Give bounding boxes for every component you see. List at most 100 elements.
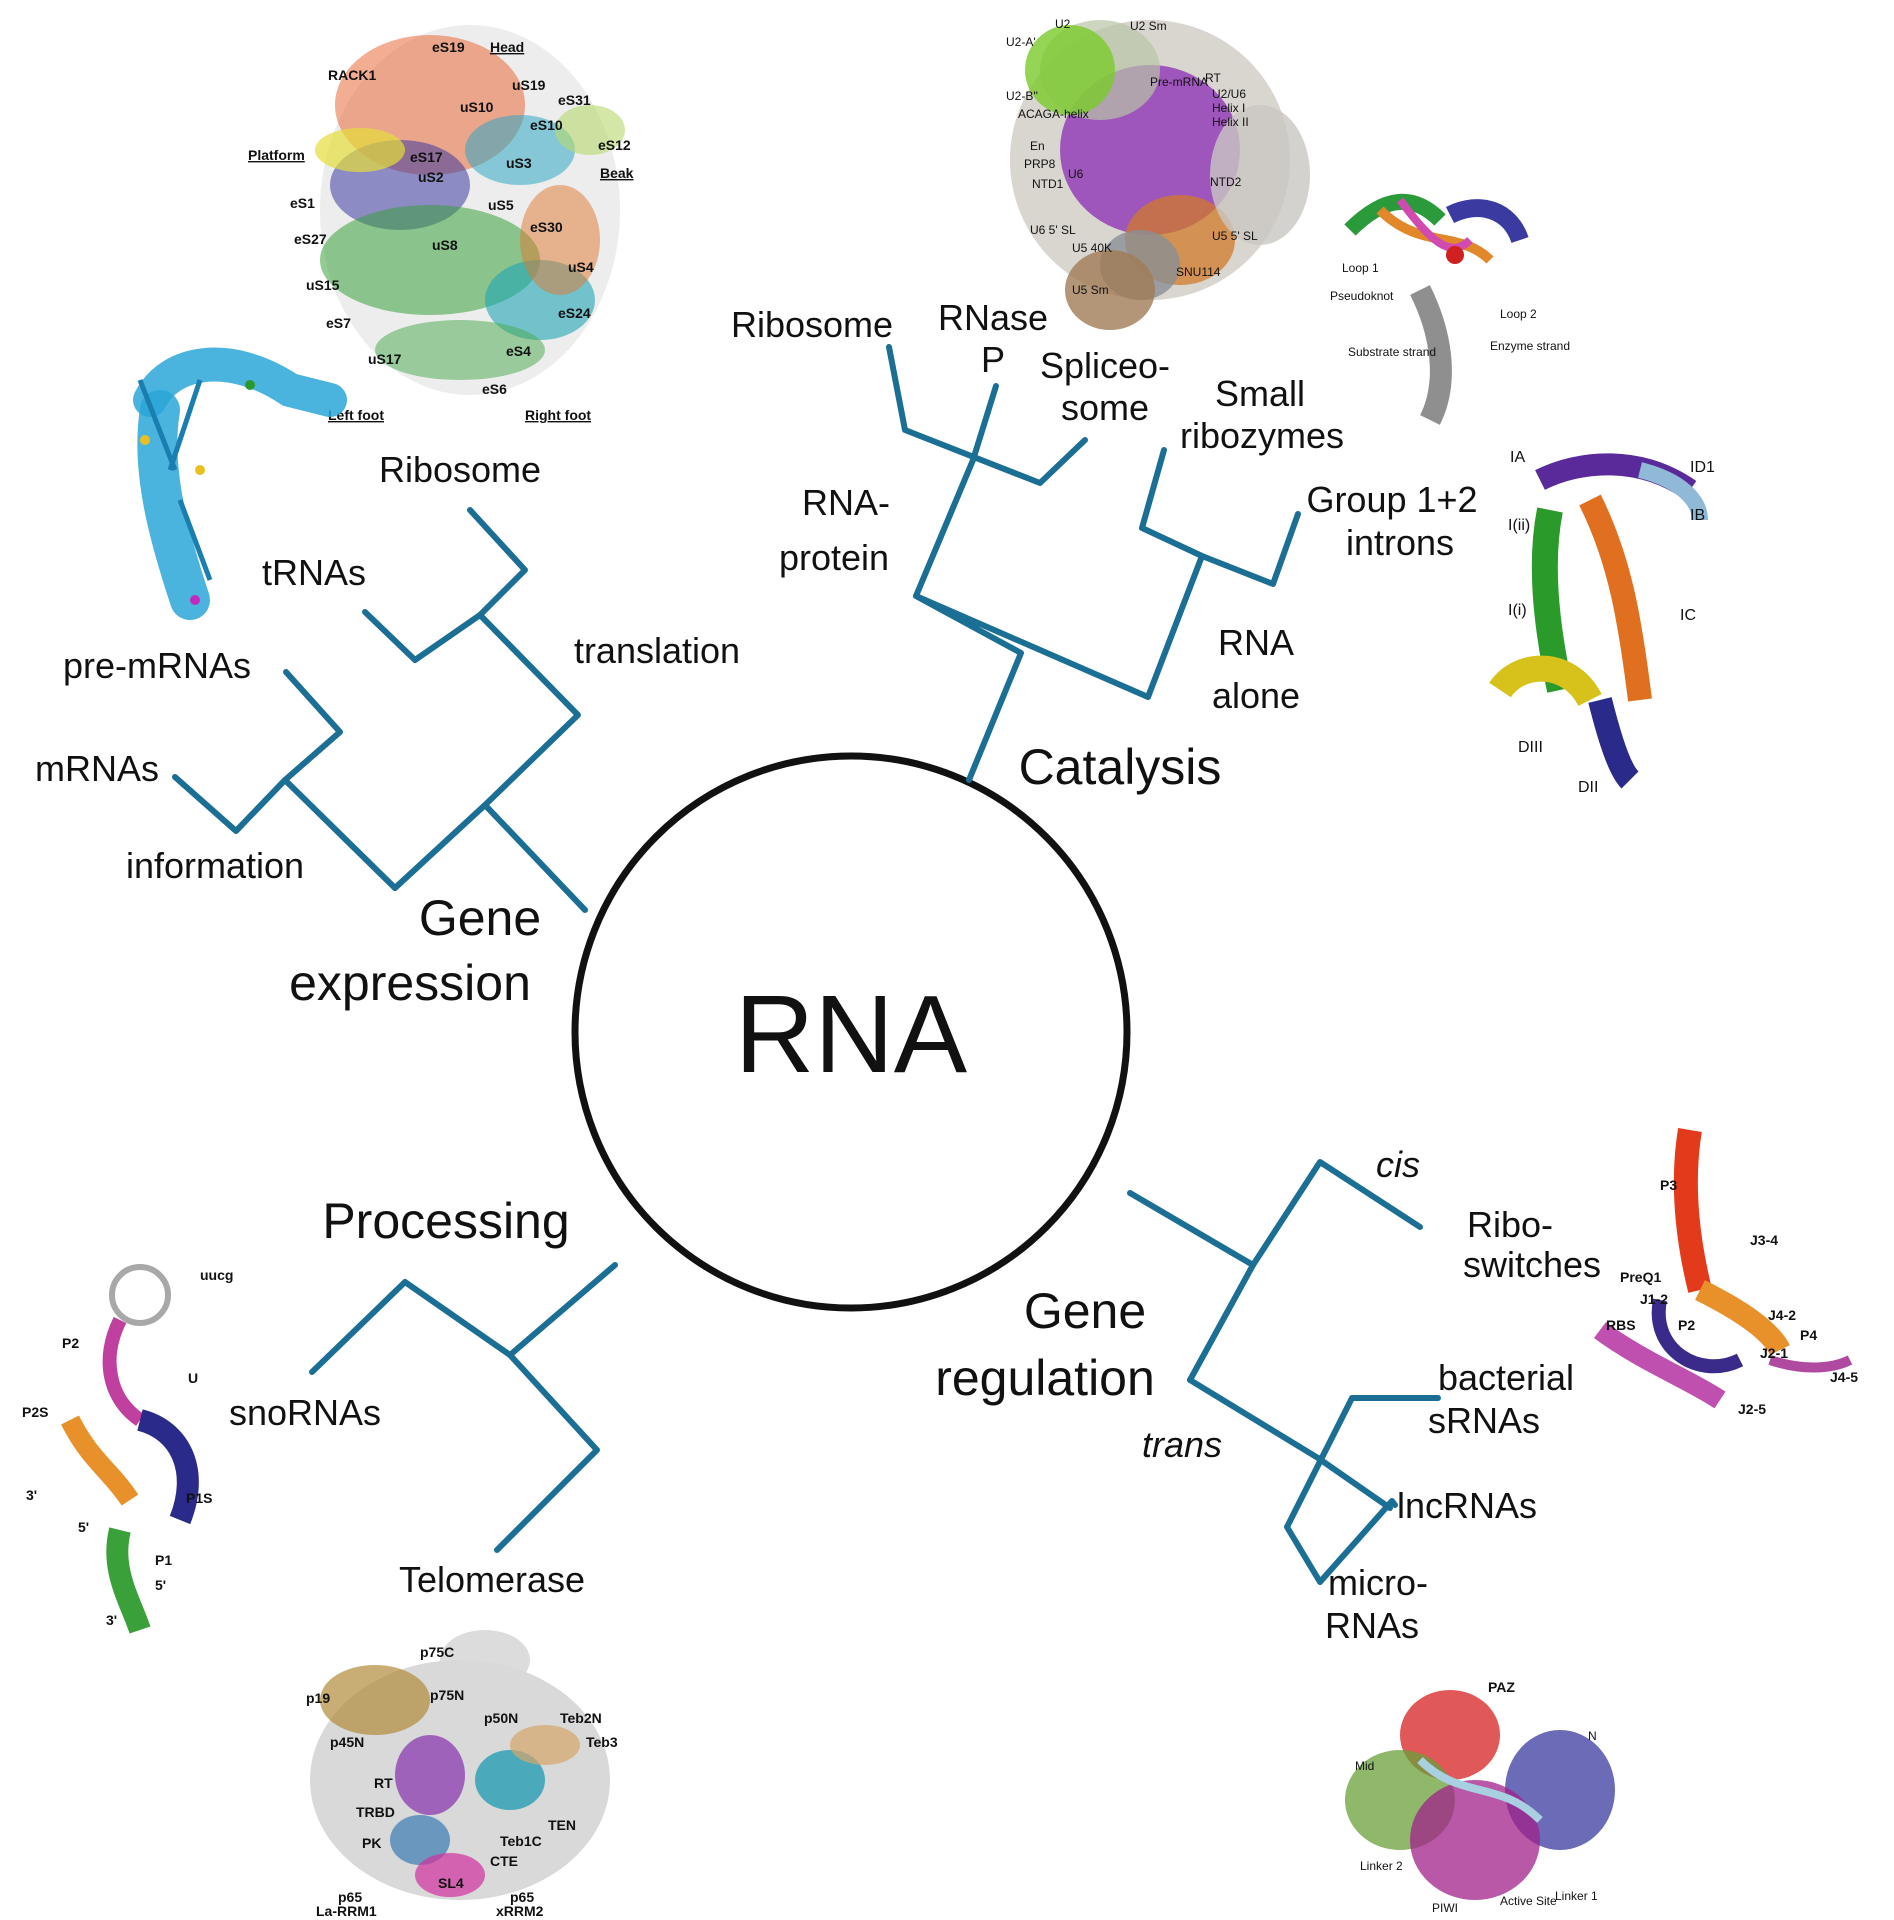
gene-expression-label-line1: Gene <box>419 890 541 946</box>
argonaute-label-piwi: PIWI <box>1432 1901 1458 1915</box>
rnase-p-branch <box>970 383 999 463</box>
lncrnas-label: lncRNAs <box>1397 1485 1537 1526</box>
spliceosome-label-u5-sl: U5 5' SL <box>1212 229 1258 243</box>
riboswitch-label-j12: J1-2 <box>1640 1291 1668 1307</box>
spliceosome-label-u2-a: U2-A' <box>1006 35 1036 49</box>
snorna-structure-image: uucg P2 U P2S 3' P1S 5' P1 5' 3' <box>22 1264 233 1634</box>
hammerhead-label-substrate: Substrate strand <box>1348 345 1436 359</box>
hammerhead-label-pseudoknot: Pseudoknot <box>1330 289 1394 303</box>
bacterial-srnas-label-line1: bacterial <box>1438 1357 1574 1398</box>
trans-branch <box>1187 1377 1321 1461</box>
telomerase-label-sl4: SL4 <box>438 1875 464 1891</box>
riboswitch-label-j45: J4-5 <box>1830 1369 1858 1385</box>
intron-label-iii: I(ii) <box>1508 517 1530 534</box>
riboswitch-label-p4: P4 <box>1800 1327 1817 1343</box>
gene-regulation-label-line2: regulation <box>935 1350 1155 1406</box>
rnase-p-label-line1: RNase <box>938 297 1048 338</box>
snorna-label-5prime-b: 5' <box>155 1577 166 1593</box>
ribosome-label-us15: uS15 <box>306 277 340 293</box>
intron-label-id1: ID1 <box>1690 459 1715 476</box>
rna-alone-branch <box>1145 553 1205 700</box>
group-intron-structure-image: IA ID1 IB I(ii) I(i) IC DIII DII <box>1489 449 1715 796</box>
small-ribozymes-label-line1: Small <box>1215 373 1305 414</box>
gene-regulation-label-line1: Gene <box>1024 1283 1146 1339</box>
telomerase-label-rt: RT <box>374 1775 393 1791</box>
spliceosome-label-u2u6: U2/U6 <box>1212 87 1246 101</box>
spliceosome-label-u2: U2 <box>1055 17 1071 31</box>
snorna-label-3prime-b: 3' <box>106 1612 117 1628</box>
argonaute-structure-image: PAZ Mid N Linker 2 PIWI Active Site Link… <box>1345 1679 1615 1915</box>
argonaute-label-paz: PAZ <box>1488 1679 1515 1695</box>
ribosome-label-us3: uS3 <box>506 155 532 171</box>
rna-center-label: RNA <box>735 973 968 1096</box>
riboswitches-label-line2: switches <box>1463 1244 1601 1285</box>
snorna-label-5prime-a: 5' <box>78 1519 89 1535</box>
ribosome-label-right-foot: Right foot <box>525 407 591 423</box>
trnas-label: tRNAs <box>262 552 366 593</box>
telomerase-label: Telomerase <box>399 1559 585 1600</box>
micrornas-label-line2: RNAs <box>1325 1605 1419 1646</box>
rna-protein-branch <box>913 457 976 599</box>
snorna-label-p2: P2 <box>62 1335 79 1351</box>
trans-label: trans <box>1142 1424 1222 1465</box>
hammerhead-label-enzyme: Enzyme strand <box>1490 339 1570 353</box>
riboswitch-label-j34: J3-4 <box>1750 1232 1778 1248</box>
spliceosome-label-rt: RT <box>1205 71 1221 85</box>
snorna-telomerase-branch <box>309 1279 600 1553</box>
group-introns-label-line2: introns <box>1346 522 1454 563</box>
telomerase-label-p19: p19 <box>306 1690 330 1706</box>
telomerase-label-pk: PK <box>362 1835 381 1851</box>
trna-structure-image <box>133 347 347 620</box>
catalysis-root-branch <box>913 593 1151 783</box>
snorna-label-u: U <box>188 1370 198 1386</box>
telomerase-label-cte: CTE <box>490 1853 518 1869</box>
snorna-label-3prime-a: 3' <box>26 1487 37 1503</box>
ribosome-label-es6: eS6 <box>482 381 507 397</box>
spliceosome-label-prp8: PRP8 <box>1024 157 1056 171</box>
lncrna-branch <box>1315 1455 1393 1511</box>
ribosome-top-label: Ribosome <box>731 304 893 345</box>
telomerase-structure-image: p75C p19 p75N p50N Teb2N p45N Teb3 RT TR… <box>306 1630 618 1919</box>
catalysis-label: Catalysis <box>1019 739 1222 795</box>
ribosome-label-es27: eS27 <box>294 231 327 247</box>
group-introns-label-line1: Group 1+2 <box>1306 479 1477 520</box>
translation-label: translation <box>574 630 740 671</box>
pre-mrnas-label: pre-mRNAs <box>63 645 251 686</box>
ribosome-label-es24: eS24 <box>558 305 591 321</box>
riboswitch-label-p3: P3 <box>1660 1177 1677 1193</box>
telomerase-label-xrrm2: xRRM2 <box>496 1903 544 1919</box>
riboswitch-label-j21: J2-1 <box>1760 1345 1788 1361</box>
rna-protein-label-line1: RNA- <box>802 482 890 523</box>
snorna-label-p1: P1 <box>155 1552 172 1568</box>
spliceosome-label-u5-40k: U5 40K <box>1072 241 1112 255</box>
spliceosome-label-u6-sl: U6 5' SL <box>1030 223 1076 237</box>
spliceosome-label-u2-sm: U2 Sm <box>1130 19 1167 33</box>
riboswitch-label-p2: P2 <box>1678 1317 1695 1333</box>
rna-protein-label-line2: protein <box>779 537 889 578</box>
intron-label-dii: DII <box>1578 779 1598 796</box>
spliceosome-label-ntd1: NTD1 <box>1032 177 1064 191</box>
telomerase-label-teb2n: Teb2N <box>560 1710 602 1726</box>
mrnas-label: mRNAs <box>35 748 159 789</box>
snorna-label-uucg: uucg <box>200 1267 233 1283</box>
telomerase-label-p45n: p45N <box>330 1734 364 1750</box>
ribosome-label-es10: eS10 <box>530 117 563 133</box>
snornas-label: snoRNAs <box>229 1392 381 1433</box>
argonaute-label-active-site: Active Site <box>1500 1894 1557 1908</box>
argonaute-label-mid: Mid <box>1355 1759 1374 1773</box>
snorna-label-p1s: P1S <box>186 1490 212 1506</box>
ribosome-left-label: Ribosome <box>379 449 541 490</box>
rna-center-circle <box>571 752 1131 1312</box>
hammerhead-ribozyme-structure-image: Substrate strand Enzyme strand Loop 1 Lo… <box>1330 194 1570 425</box>
ribosome-label-head: Head <box>490 39 524 55</box>
intron-label-ia: IA <box>1510 449 1525 466</box>
ribosome-label-us19: uS19 <box>512 77 546 93</box>
riboswitch-label-j25: J2-5 <box>1738 1401 1766 1417</box>
information-branch <box>282 777 398 891</box>
ribosome-40s-structure-image: eS19 Head RACK1 uS19 eS31 uS10 eS10 eS12… <box>248 25 634 423</box>
ribosome-label-us10: uS10 <box>460 99 494 115</box>
ribosome-label-us5: uS5 <box>488 197 514 213</box>
intron-label-ii: I(i) <box>1508 602 1527 619</box>
telomerase-label-p65-b: p65 <box>510 1889 534 1905</box>
